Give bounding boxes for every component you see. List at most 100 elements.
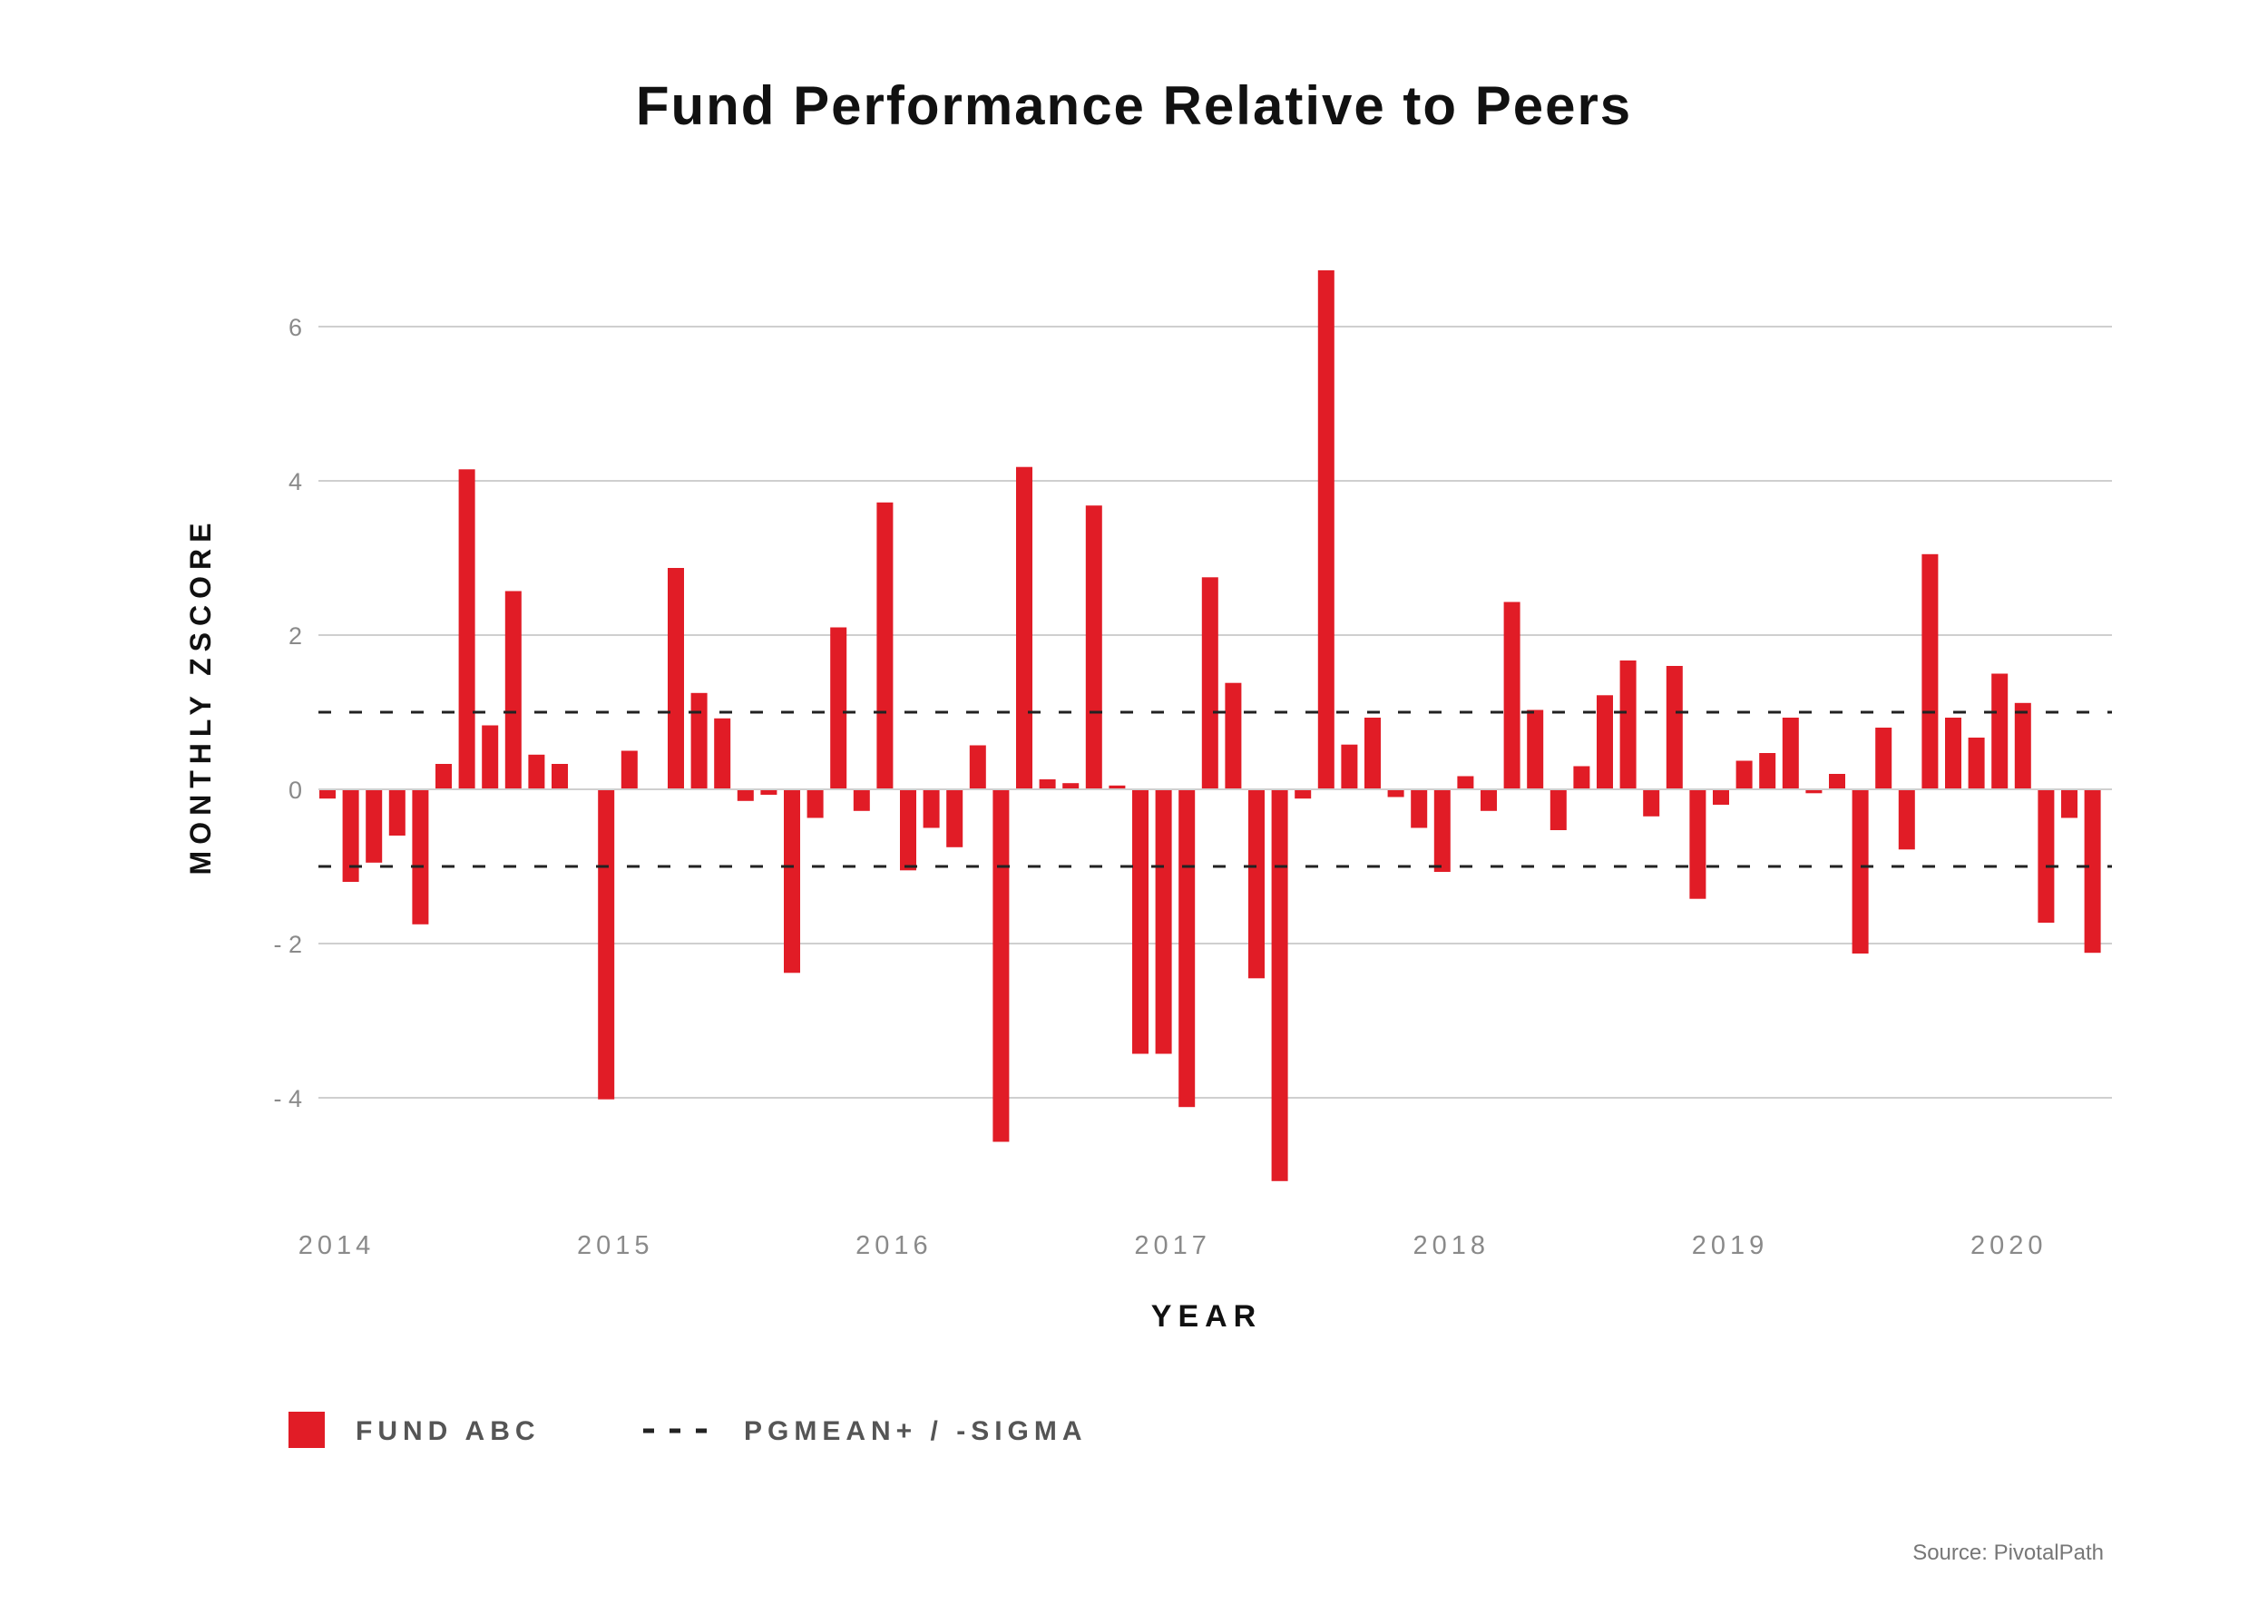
bar (1271, 789, 1288, 1181)
bar (1666, 666, 1683, 789)
bar (1991, 673, 2009, 789)
bar (737, 789, 754, 801)
bar (1619, 660, 1637, 789)
bar (1968, 738, 1985, 789)
bar (1597, 695, 1613, 789)
bar (1132, 789, 1149, 1054)
legend-sigma-label: PGMEAN+ / -SIGMA (744, 1416, 1088, 1446)
bar (482, 725, 499, 789)
y-tick-label: - 2 (273, 931, 302, 958)
x-tick-label: 2020 (1970, 1231, 2048, 1260)
bar (388, 789, 406, 836)
bar (1039, 779, 1056, 789)
bar (1155, 789, 1172, 1054)
bar (668, 568, 684, 789)
bar (1295, 789, 1312, 799)
bar (784, 789, 800, 973)
bar (1735, 760, 1753, 789)
bar (1759, 753, 1776, 789)
legend-fund-label: FUND ABC (356, 1416, 541, 1446)
chart-title: Fund Performance Relative to Peers (635, 75, 1633, 136)
bar (1805, 789, 1823, 794)
bar (319, 789, 336, 799)
bar (2014, 702, 2031, 789)
bars (319, 269, 2101, 1181)
bar (853, 789, 870, 811)
bar (807, 789, 824, 818)
x-axis-ticks: 2014 2015 2016 2017 2018 2019 2020 (298, 1231, 2048, 1260)
legend: FUND ABC PGMEAN+ / -SIGMA (288, 1412, 1088, 1448)
bar (1016, 466, 1032, 789)
bar (1201, 577, 1218, 790)
bar (342, 789, 359, 882)
y-tick-label: 2 (288, 622, 302, 650)
y-axis-ticks: 6 4 2 0 - 2 - 4 (273, 314, 302, 1112)
source-note: Source: PivotalPath (1912, 1541, 2104, 1565)
y-tick-label: - 4 (273, 1085, 302, 1112)
y-tick-label: 6 (288, 314, 302, 341)
x-tick-label: 2018 (1413, 1231, 1491, 1260)
bar (969, 745, 986, 789)
bar (412, 789, 429, 925)
bar (1643, 789, 1660, 817)
bar (366, 789, 383, 863)
bar (1689, 789, 1706, 899)
bar (1341, 744, 1358, 789)
bar (1364, 718, 1381, 789)
bar (876, 502, 894, 789)
bar (923, 789, 940, 828)
y-tick-label: 4 (288, 468, 302, 495)
bar (992, 789, 1010, 1142)
bar (1387, 789, 1404, 797)
x-tick-label: 2016 (855, 1231, 933, 1260)
bar (1921, 553, 1939, 790)
bar (690, 692, 708, 790)
bar (1829, 774, 1845, 789)
y-axis-title: MONTHLY ZSCORE (184, 517, 217, 876)
x-tick-label: 2019 (1692, 1231, 1769, 1260)
bar (1248, 789, 1265, 979)
bar (435, 764, 452, 789)
bar (714, 718, 731, 789)
x-tick-label: 2014 (298, 1231, 376, 1260)
bar (1898, 789, 1915, 850)
bar (1503, 602, 1520, 789)
bar (528, 754, 545, 790)
bar (760, 789, 777, 795)
bar (1411, 789, 1428, 828)
x-tick-label: 2017 (1134, 1231, 1211, 1260)
bar (1317, 269, 1334, 789)
bar (1225, 682, 1242, 789)
bar (1713, 789, 1729, 805)
x-tick-label: 2015 (577, 1231, 654, 1260)
bar (1573, 766, 1590, 789)
legend-fund-swatch (288, 1412, 325, 1448)
bar (1062, 783, 1080, 789)
bar (1457, 776, 1474, 789)
bar (1527, 709, 1544, 789)
bar (1109, 785, 1126, 790)
y-tick-label: 0 (288, 777, 302, 804)
bar (2084, 789, 2101, 954)
bar (900, 789, 916, 871)
bar (1945, 718, 1961, 789)
bar (1782, 718, 1799, 789)
bar (1549, 789, 1567, 830)
bar (1178, 789, 1196, 1108)
sigma-reference-lines (318, 710, 2112, 868)
bar (1875, 728, 1892, 789)
bar (458, 469, 475, 790)
bar (1085, 505, 1102, 789)
bar (946, 789, 963, 847)
bar (1433, 789, 1451, 872)
bar (1481, 789, 1497, 811)
bar (598, 789, 615, 1100)
x-axis-title: YEAR (1151, 1299, 1262, 1334)
bar (830, 627, 847, 789)
bar (504, 591, 522, 789)
bar (2061, 789, 2077, 818)
bar (1852, 789, 1869, 954)
bar (621, 750, 638, 789)
bar (552, 764, 568, 789)
